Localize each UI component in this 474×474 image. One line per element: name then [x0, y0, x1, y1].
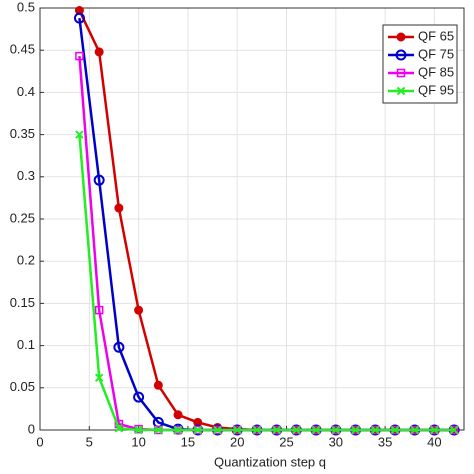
series [75, 51, 459, 435]
marker [114, 424, 124, 433]
y-tick-label: 0 [28, 421, 35, 436]
legend-label: QF 85 [418, 64, 454, 79]
marker [430, 425, 439, 435]
line [78, 56, 455, 432]
y-tick-label: 0.15 [10, 295, 35, 310]
marker [75, 51, 84, 61]
marker [252, 425, 262, 435]
marker [94, 47, 104, 57]
y-tick-label: 0.25 [10, 210, 35, 225]
x-tick-label: 10 [131, 434, 145, 449]
series [75, 130, 459, 435]
y-tick-label: 0.45 [10, 42, 35, 57]
marker [114, 203, 124, 213]
marker [410, 425, 419, 435]
marker [193, 425, 202, 435]
x-tick-label: 5 [86, 434, 93, 449]
marker [390, 425, 400, 435]
marker [351, 425, 360, 435]
legend-label: QF 75 [418, 46, 454, 61]
marker [173, 425, 183, 435]
y-tick-label: 0.4 [17, 84, 35, 99]
y-tick-label: 0.5 [17, 0, 35, 14]
x-tick-label: 30 [329, 434, 343, 449]
marker [233, 425, 242, 435]
marker [73, 12, 85, 24]
x-tick-label: 25 [279, 434, 293, 449]
legend-marker [396, 68, 406, 78]
marker [94, 373, 104, 382]
marker [449, 425, 459, 435]
y-tick-label: 0.05 [10, 379, 35, 394]
legend-marker [395, 49, 407, 61]
marker [331, 425, 341, 435]
marker [133, 391, 145, 403]
y-tick-label: 0.2 [17, 253, 35, 268]
legend-marker [396, 32, 406, 42]
marker [371, 425, 380, 435]
x-axis-label: Quantization step q [214, 454, 326, 469]
marker [272, 425, 281, 435]
line [78, 134, 455, 432]
x-tick-label: 20 [230, 434, 244, 449]
x-tick-label: 35 [378, 434, 392, 449]
marker [93, 174, 105, 186]
x-tick-label: 40 [427, 434, 441, 449]
marker [94, 305, 104, 315]
marker [134, 425, 143, 435]
marker [134, 305, 144, 315]
x-tick-label: 15 [181, 434, 195, 449]
marker [113, 341, 125, 353]
marker [213, 425, 222, 435]
marker [173, 410, 183, 420]
legend-label: QF 65 [418, 28, 454, 43]
legend-label: QF 95 [418, 82, 454, 97]
marker [154, 425, 163, 435]
legend-marker [396, 86, 406, 96]
x-tick-label: 0 [36, 434, 43, 449]
y-tick-label: 0.3 [17, 168, 35, 183]
y-tick-label: 0.35 [10, 126, 35, 141]
marker [153, 380, 163, 390]
marker [311, 425, 321, 435]
marker [292, 425, 301, 435]
y-tick-label: 0.1 [17, 337, 35, 352]
marker [75, 130, 84, 139]
